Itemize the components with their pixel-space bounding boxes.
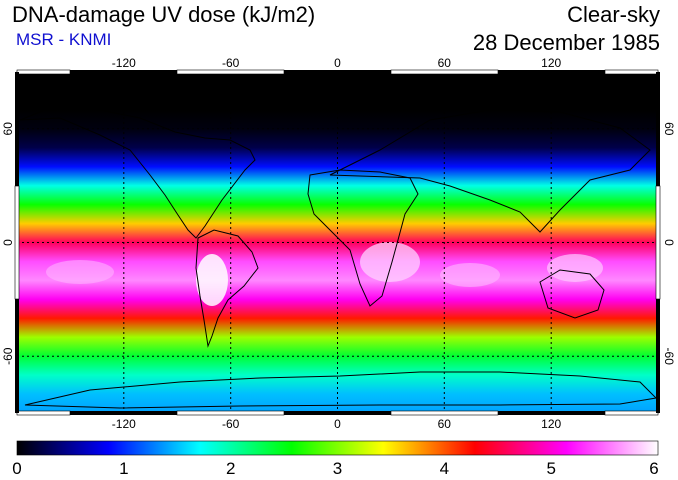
indian-ocean-hotspot [440, 263, 500, 287]
lat-labels-left: 60 0 -60 [1, 122, 15, 365]
coastlines [19, 107, 658, 409]
lon-label-top-60: 60 [438, 56, 452, 70]
colorbar-label-1: 1 [119, 459, 128, 478]
lat-label-left-0: 0 [1, 239, 15, 246]
lon-label-bottom-minus120: -120 [112, 417, 136, 431]
date-label: 28 December 1985 [472, 30, 660, 55]
lat-label-left-minus60: -60 [1, 347, 15, 365]
lon-label-bottom-120: 120 [541, 417, 561, 431]
source-label: MSR - KNMI [16, 30, 112, 49]
graticule [17, 72, 658, 413]
south-america-coast [195, 229, 259, 348]
pacific-hotspot [547, 254, 603, 282]
lon-label-top-minus120: -120 [112, 56, 136, 70]
lon-label-top-minus60: -60 [222, 56, 240, 70]
andes-hotspot [196, 254, 228, 306]
colorbar-labels: 0 1 2 3 4 5 6 [12, 459, 658, 478]
lon-label-bottom-0: 0 [334, 417, 341, 431]
africa-coast [307, 169, 419, 307]
colorbar-label-6: 6 [649, 459, 658, 478]
lon-labels-bottom: -120 -60 0 60 120 [112, 417, 562, 431]
lon-label-top-0: 0 [334, 56, 341, 70]
colorbar-label-5: 5 [546, 459, 555, 478]
eurasia-coast [329, 109, 651, 233]
lat-labels-right: 60 0 -60 [662, 122, 676, 365]
australia-coast [539, 269, 605, 319]
lon-label-top-120: 120 [541, 56, 561, 70]
lat-label-left-60: 60 [1, 122, 15, 136]
colorbar-label-2: 2 [226, 459, 235, 478]
lat-label-right-0: 0 [662, 239, 676, 246]
frame-ticks [14, 69, 661, 416]
colorbar-label-0: 0 [12, 459, 21, 478]
lon-labels-top: -120 -60 0 60 120 [112, 56, 562, 70]
colorbar-label-3: 3 [333, 459, 342, 478]
lon-label-bottom-minus60: -60 [222, 417, 240, 431]
lon-label-bottom-60: 60 [438, 417, 452, 431]
africa-hotspot [360, 242, 420, 282]
north-america-coast [19, 107, 256, 239]
lat-label-right-minus60: -60 [662, 348, 676, 366]
colorbar [16, 440, 659, 456]
east-pacific-hotspot [46, 260, 114, 284]
colorbar-label-4: 4 [440, 459, 449, 478]
map-title: DNA-damage UV dose (kJ/m2) [12, 2, 316, 27]
antarctica-coast [24, 371, 658, 409]
sky-condition-label: Clear-sky [567, 2, 660, 27]
lat-label-right-60: 60 [662, 122, 676, 136]
